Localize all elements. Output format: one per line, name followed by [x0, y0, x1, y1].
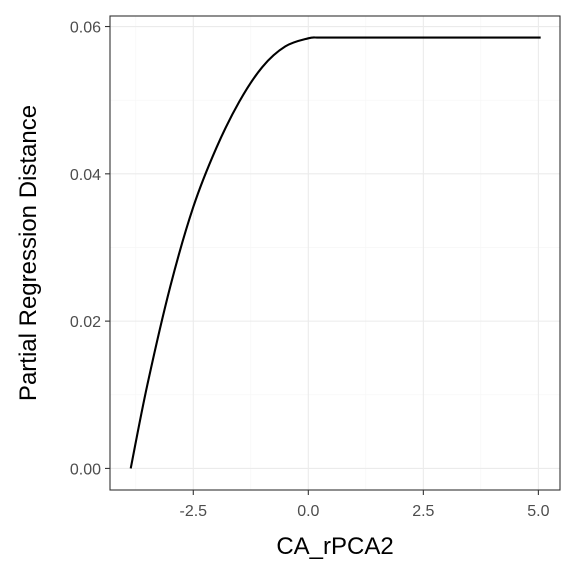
y-tick-label: 0.02 — [70, 314, 101, 331]
y-tick-label: 0.06 — [70, 20, 101, 37]
x-axis-ticks: -2.5 0.0 2.5 5.0 — [179, 490, 550, 520]
x-tick-label: 5.0 — [527, 503, 549, 520]
plot-border — [109, 15, 561, 491]
y-axis-title: Partial Regression Distance — [15, 105, 42, 401]
minor-gridlines — [110, 16, 560, 490]
x-tick-label: 0.0 — [297, 503, 319, 520]
x-tick-label: 2.5 — [412, 503, 434, 520]
y-tick-label: 0.00 — [70, 461, 101, 478]
major-gridlines — [110, 16, 560, 490]
x-tick-label: -2.5 — [179, 503, 207, 520]
x-axis-title: CA_rPCA2 — [276, 533, 393, 560]
series-layer — [129, 36, 541, 469]
series-line — [129, 36, 541, 469]
y-axis-ticks: 0.00 0.02 0.04 0.06 — [70, 20, 110, 478]
y-tick-label: 0.04 — [70, 167, 101, 184]
plot-background — [110, 16, 560, 490]
